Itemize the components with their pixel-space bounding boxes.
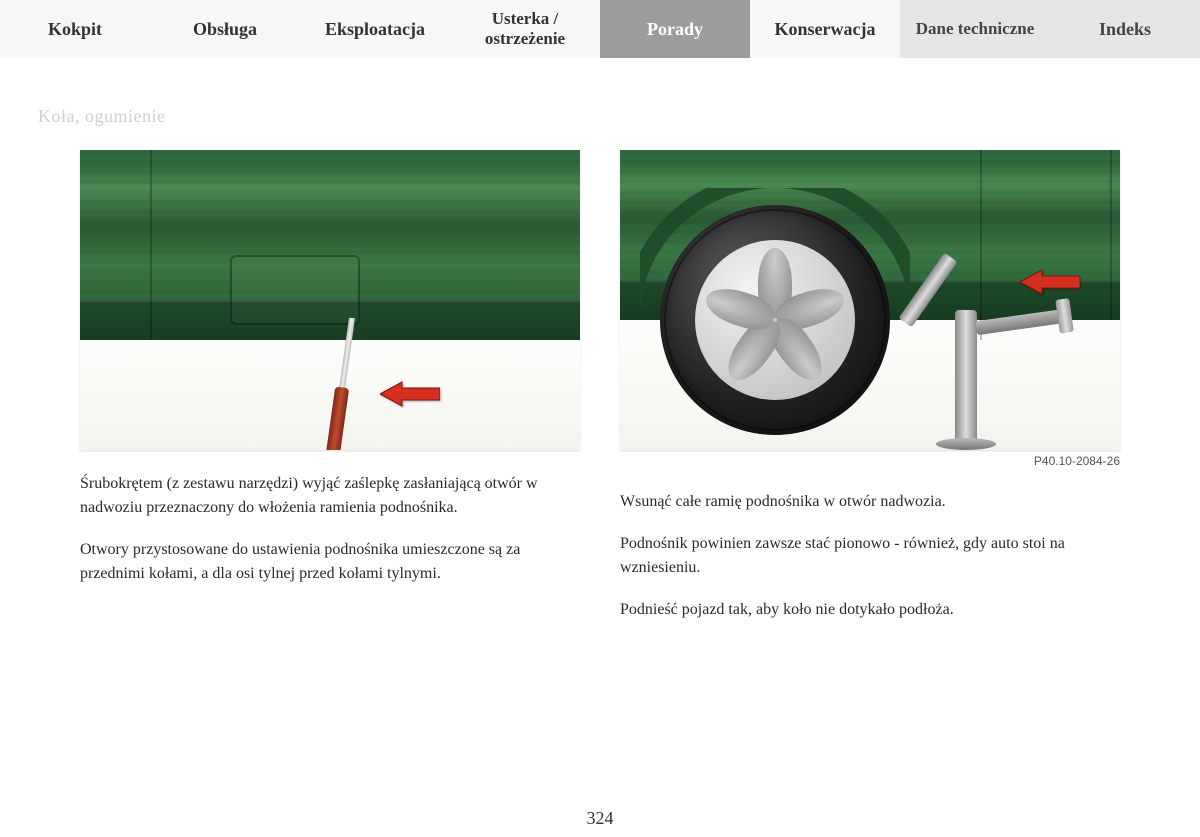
tab-kokpit[interactable]: Kokpit — [0, 0, 150, 58]
right-paragraph-1: Wsunąć całe ramię podnośnika w otwór nad… — [620, 490, 1120, 514]
section-heading: Koła, ogumienie — [38, 106, 165, 127]
right-paragraph-2: Podnośnik powinien zawsze stać pionowo -… — [620, 532, 1120, 580]
tab-dane-techniczne[interactable]: Dane techniczne — [900, 0, 1050, 58]
tab-konserwacja[interactable]: Konserwacja — [750, 0, 900, 58]
tab-indeks[interactable]: Indeks — [1050, 0, 1200, 58]
tab-eksploatacja[interactable]: Eksploatacja — [300, 0, 450, 58]
right-column: P40.10-2084-26 Wsunąć całe ramię podnośn… — [620, 150, 1120, 640]
figure-code-right: P40.10-2084-26 — [620, 454, 1120, 468]
page-number: 324 — [0, 808, 1200, 829]
pointer-arrow-icon — [1020, 268, 1080, 296]
left-paragraph-2: Otwory przystosowane do ustawienia podno… — [80, 538, 580, 586]
figure-jack-wheel — [620, 150, 1120, 450]
left-text: Śrubokrętem (z zestawu narzędzi) wyjąć z… — [80, 472, 580, 586]
tab-obsluga[interactable]: Obsługa — [150, 0, 300, 58]
figure-screwdriver-cover — [80, 150, 580, 450]
tab-porady[interactable]: Porady — [600, 0, 750, 58]
left-column: Śrubokrętem (z zestawu narzędzi) wyjąć z… — [80, 150, 580, 640]
pointer-arrow-icon — [380, 380, 440, 408]
right-paragraph-3: Podnieść pojazd tak, aby koło nie dotyka… — [620, 598, 1120, 622]
tab-bar: Kokpit Obsługa Eksploatacja Usterka / os… — [0, 0, 1200, 58]
right-text: Wsunąć całe ramię podnośnika w otwór nad… — [620, 490, 1120, 622]
tab-usterka[interactable]: Usterka / ostrzeżenie — [450, 0, 600, 58]
left-paragraph-1: Śrubokrętem (z zestawu narzędzi) wyjąć z… — [80, 472, 580, 520]
page-content: Śrubokrętem (z zestawu narzędzi) wyjąć z… — [0, 150, 1200, 640]
